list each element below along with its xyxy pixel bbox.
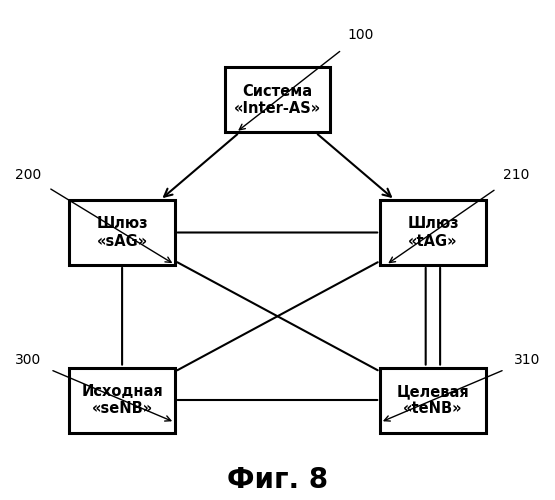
Text: Шлюз
«tAG»: Шлюз «tAG»	[407, 216, 458, 248]
Text: Исходная
«seNB»: Исходная «seNB»	[81, 384, 163, 416]
Text: Целевая
«teNB»: Целевая «teNB»	[396, 384, 470, 416]
Text: 100: 100	[347, 28, 374, 42]
FancyBboxPatch shape	[380, 200, 486, 265]
FancyBboxPatch shape	[380, 368, 486, 432]
Text: 200: 200	[14, 168, 41, 182]
Text: Фиг. 8: Фиг. 8	[227, 466, 328, 494]
Text: 300: 300	[14, 353, 41, 367]
Text: 210: 210	[503, 168, 529, 182]
FancyBboxPatch shape	[69, 368, 175, 432]
Text: Шлюз
«sAG»: Шлюз «sAG»	[97, 216, 148, 248]
FancyBboxPatch shape	[225, 68, 330, 132]
Text: 310: 310	[514, 353, 541, 367]
FancyBboxPatch shape	[69, 200, 175, 265]
Text: Система
«Inter-AS»: Система «Inter-AS»	[234, 84, 321, 116]
